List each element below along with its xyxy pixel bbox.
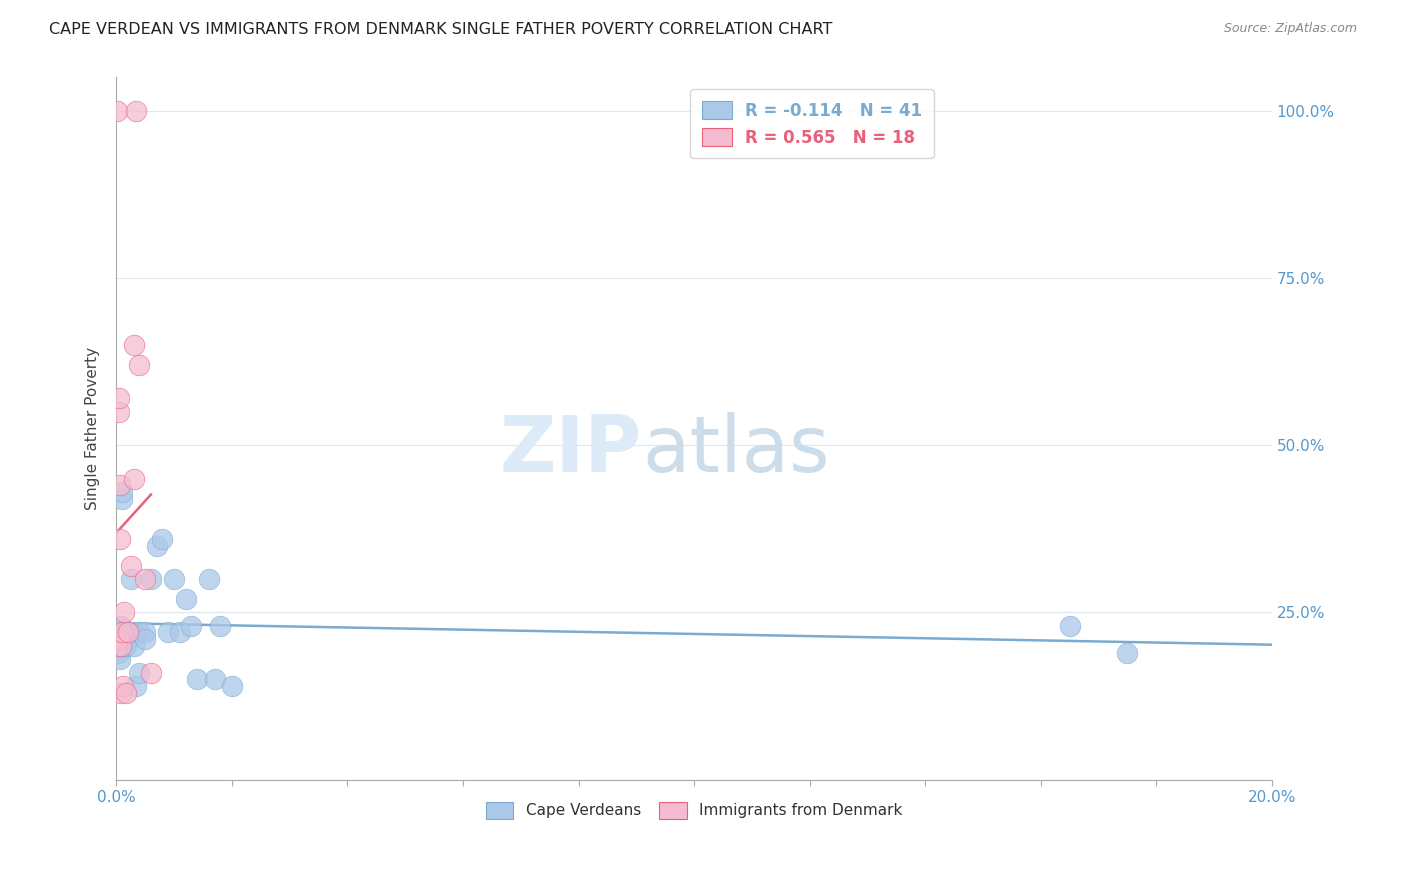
Point — [107, 639, 129, 653]
Point — [117, 625, 139, 640]
Point — [107, 103, 129, 118]
Point — [139, 665, 162, 680]
Y-axis label: Single Father Poverty: Single Father Poverty — [86, 347, 100, 510]
Point — [114, 639, 136, 653]
Point — [122, 472, 145, 486]
Text: Source: ZipAtlas.com: Source: ZipAtlas.com — [1223, 22, 1357, 36]
Point — [180, 619, 202, 633]
Point — [117, 632, 139, 647]
Text: CAPE VERDEAN VS IMMIGRANTS FROM DENMARK SINGLE FATHER POVERTY CORRELATION CHART: CAPE VERDEAN VS IMMIGRANTS FROM DENMARK … — [49, 22, 832, 37]
Point — [110, 625, 132, 640]
Point — [112, 639, 135, 653]
Point — [120, 572, 142, 586]
Point — [128, 358, 150, 372]
Point — [112, 625, 135, 640]
Point — [120, 558, 142, 573]
Point — [112, 632, 135, 647]
Point — [110, 639, 132, 653]
Text: atlas: atlas — [643, 411, 830, 488]
Point — [111, 485, 134, 500]
Point — [1116, 646, 1139, 660]
Point — [108, 392, 131, 406]
Point — [209, 619, 232, 633]
Point — [110, 686, 132, 700]
Point — [110, 532, 132, 546]
Point — [115, 625, 138, 640]
Text: ZIP: ZIP — [499, 411, 643, 488]
Point — [108, 478, 131, 492]
Point — [125, 679, 148, 693]
Point — [110, 639, 132, 653]
Point — [169, 625, 191, 640]
Point — [157, 625, 180, 640]
Point — [107, 632, 129, 647]
Point — [107, 646, 129, 660]
Point — [163, 572, 186, 586]
Point — [122, 639, 145, 653]
Point — [128, 665, 150, 680]
Point — [139, 572, 162, 586]
Point — [107, 405, 129, 419]
Point — [111, 625, 134, 640]
Point — [221, 679, 243, 693]
Point — [134, 632, 156, 647]
Point — [197, 572, 219, 586]
Point — [134, 625, 156, 640]
Point — [107, 625, 129, 640]
Point — [204, 673, 226, 687]
Legend: Cape Verdeans, Immigrants from Denmark: Cape Verdeans, Immigrants from Denmark — [479, 796, 908, 824]
Point — [122, 625, 145, 640]
Point — [152, 532, 174, 546]
Point — [186, 673, 208, 687]
Point — [112, 679, 135, 693]
Point — [117, 625, 139, 640]
Point — [108, 632, 131, 647]
Point — [174, 592, 197, 607]
Point — [112, 606, 135, 620]
Point — [125, 103, 148, 118]
Point — [114, 686, 136, 700]
Point — [122, 338, 145, 352]
Point — [134, 572, 156, 586]
Point — [145, 539, 167, 553]
Point — [114, 632, 136, 647]
Point — [111, 491, 134, 506]
Point — [1059, 619, 1081, 633]
Point — [108, 652, 131, 666]
Point — [107, 639, 129, 653]
Point — [110, 619, 132, 633]
Point — [128, 625, 150, 640]
